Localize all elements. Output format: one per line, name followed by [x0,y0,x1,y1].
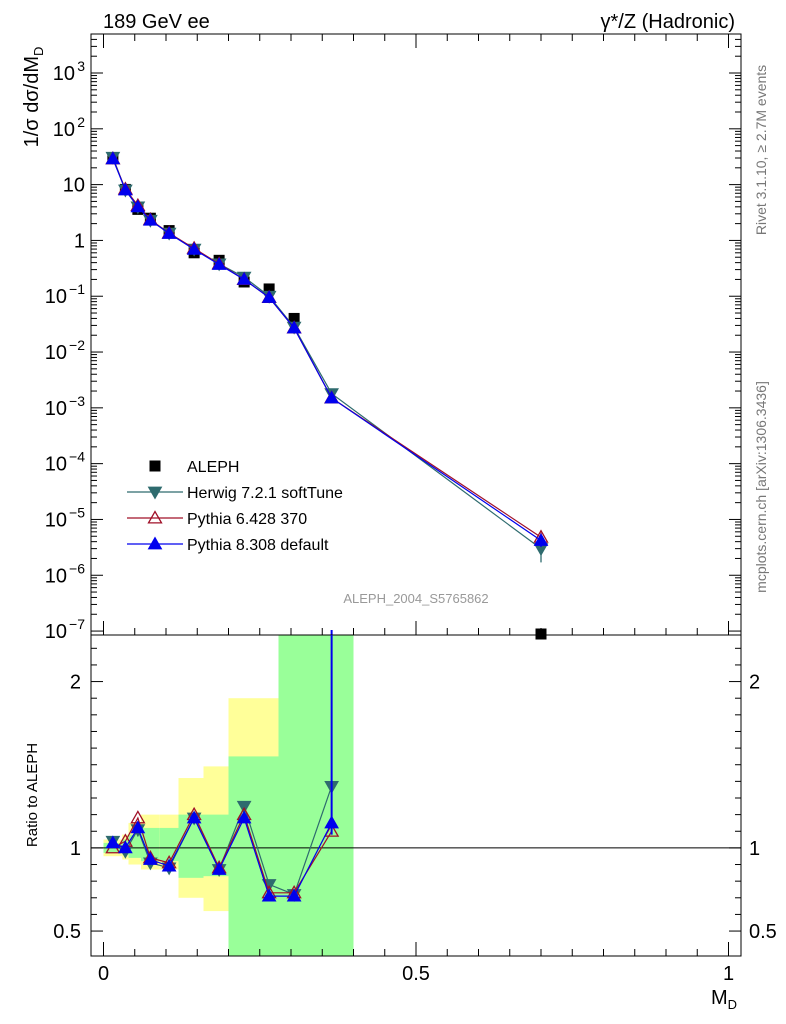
main-point [130,199,146,213]
main-ytick-label: 10 [53,63,75,85]
header-right: γ*/Z (Hadronic) [601,11,735,33]
band-inner-7 [228,756,279,956]
ratio-ytick-label: 1 [70,838,81,860]
main-ytick-label: 10 [45,454,67,476]
main-ytick-exponent: −2 [69,337,85,353]
band-inner-3 [141,827,160,862]
main-ytick-exponent: −5 [69,504,85,520]
ratio-panel: 0 0.5 1 0.5 0.5 1 1 2 2 [53,634,777,985]
x-axis-label: MD [711,987,737,1012]
main-series-aleph [107,152,547,640]
main-point [535,628,547,640]
main-series-line [112,158,542,541]
svg-text:1/σ dσ/dMD: 1/σ dσ/dMD [21,47,46,148]
main-point [324,390,339,404]
main-ytick-label: 10 [45,565,67,587]
main-point [533,532,549,546]
ratio-point [161,858,177,872]
main-point [261,289,277,303]
main-ytick-exponent: −4 [69,449,85,465]
main-ytick-label: 10 [63,175,85,197]
legend: ALEPH Herwig 7.2.1 softTune Pythia 6.428 3… [127,459,343,554]
main-ytick-exponent: 2 [77,114,85,130]
main-ytick-label: 10 [45,398,67,420]
ratio-xtick-label: 0 [98,963,109,985]
main-ytick-label: 1 [74,230,85,252]
main-point [263,283,275,295]
main-ytick-exponent: −1 [69,281,85,297]
ratio-point [286,888,302,902]
legend-marker [147,486,163,500]
ratio-point [236,810,252,824]
main-ytick-exponent: 3 [77,58,85,74]
watermark: ALEPH_2004_S5765862 [343,591,488,606]
legend-item: ALEPH [149,459,239,476]
ratio-point [211,862,227,875]
main-point [286,320,302,334]
main-y-axis-label: 1/σ dσ/dMD [21,47,46,148]
ratio-xtick-label: 0.5 [402,963,430,985]
legend-marker [147,510,163,524]
ratio-point [261,888,277,902]
main-series-line [112,158,542,538]
main-point [211,257,227,270]
main-ytick-label: 10 [45,342,67,364]
main-point [186,241,202,255]
mcplots-label: mcplots.cern.ch [arXiv:1306.3436] [753,381,769,593]
ratio-point [118,840,133,854]
main-ytick-label: 10 [45,621,67,643]
main-ytick-label: 10 [53,119,75,141]
main-point [105,151,121,165]
main-ytick-exponent: −7 [69,616,85,632]
header-left: 189 GeV ee [103,11,210,33]
ratio-ytick-label: 0.5 [53,921,81,943]
main-point [288,312,300,324]
ratio-point [105,835,121,849]
band-inner-8 [278,635,304,956]
ratio-ytick-label-right: 0.5 [749,921,777,943]
rivet-label: Rivet 3.1.10, ≥ 2.7M events [753,65,769,235]
main-ytick-label: 10 [45,509,67,531]
ratio-ytick-label-right: 2 [749,672,760,694]
ratio-point [186,810,202,824]
legend-marker [149,460,161,472]
ratio-ytick-label-right: 1 [749,838,760,860]
ratio-xtick-label: 1 [723,963,734,985]
ratio-point [130,820,146,834]
ratio-bands [103,635,354,956]
legend-label: Pythia 8.308 default [187,537,329,554]
ratio-ytick-label: 2 [70,672,81,694]
main-point [143,212,158,226]
legend-item: Pythia 8.308 default [127,536,329,554]
main-point [236,271,252,285]
legend-marker [147,536,163,550]
svg-text:MD: MD [711,987,737,1012]
main-point [118,182,133,196]
legend-item: Pythia 6.428 370 [127,510,307,528]
main-point [161,226,177,239]
legend-label: ALEPH [187,459,239,476]
legend-label: Herwig 7.2.1 softTune [187,485,343,502]
ratio-series-pythia-8-308-default [105,810,339,902]
ratio-y-axis-label: Ratio to ALEPH [24,743,41,847]
legend-label: Pythia 6.428 370 [187,511,307,528]
main-series-pythia-8-308-default [105,151,549,548]
main-ytick-label: 10 [45,286,67,308]
legend-item: Herwig 7.2.1 softTune [127,485,343,502]
ratio-point [143,852,158,865]
main-ytick-exponent: −3 [69,393,85,409]
main-ytick-exponent: −6 [69,560,85,576]
